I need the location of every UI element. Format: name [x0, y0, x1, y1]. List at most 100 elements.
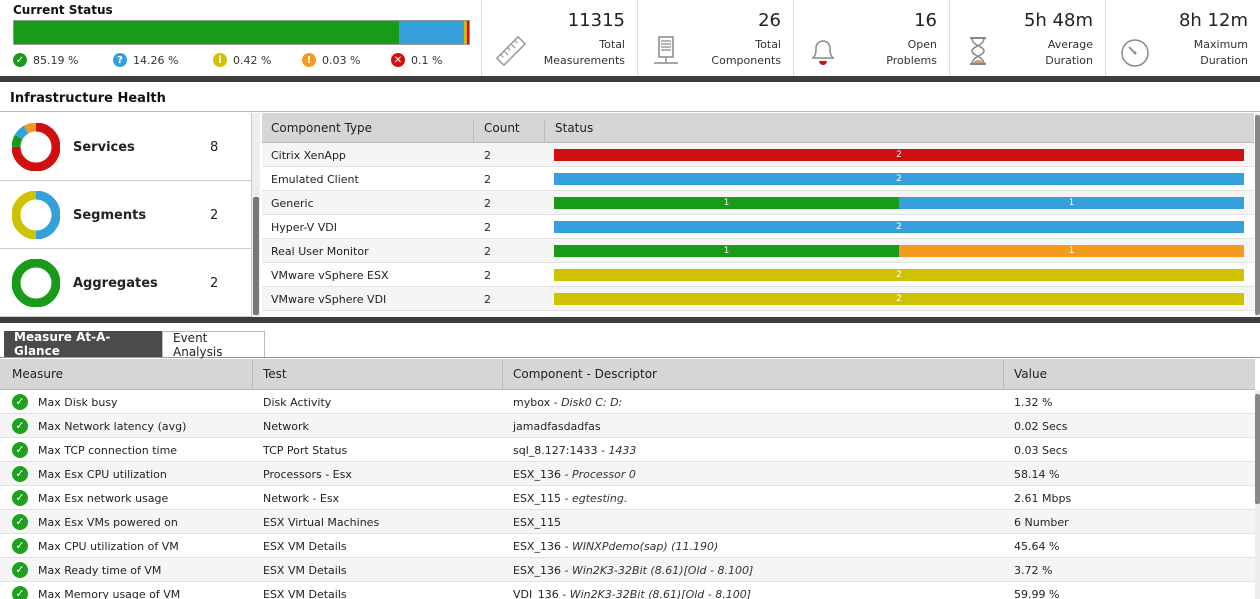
- status-legend-item[interactable]: ✓ 85.19 %: [13, 52, 78, 68]
- measure-cell[interactable]: Max Ready time of VM: [38, 564, 162, 577]
- status-legend-item[interactable]: i 0.42 %: [213, 52, 271, 68]
- table-row[interactable]: ✓ Max Esx VMs powered on ESX Virtual Machi…: [0, 510, 1255, 534]
- component-name: ESX_115: [513, 516, 561, 529]
- component-name: ESX_115: [513, 492, 561, 505]
- descriptor-name: 1433: [608, 444, 637, 457]
- stat-problems-2[interactable]: 16 Open Problems: [794, 0, 950, 76]
- stat-label: Open Problems: [837, 37, 937, 69]
- table-row[interactable]: Real User Monitor 2 1 1: [262, 239, 1254, 263]
- header-status[interactable]: Status: [555, 121, 594, 135]
- status-bar-segment-info[interactable]: [463, 21, 466, 44]
- status-bar-segment-warning[interactable]: [465, 21, 468, 44]
- status-distribution-bar[interactable]: [13, 20, 470, 45]
- tab-event-analysis[interactable]: Event Analysis: [162, 331, 265, 359]
- header-component-descriptor[interactable]: Component - Descriptor: [513, 367, 657, 381]
- tab-strip: Measure At-A-Glance Event Analysis: [0, 325, 1260, 359]
- table-row[interactable]: ✓ Max Disk busy Disk Activity mybox - Disk0…: [0, 390, 1255, 414]
- header-test[interactable]: Test: [263, 367, 287, 381]
- measure-table-scrollbar[interactable]: [1255, 390, 1260, 599]
- component-name: jamadfasdadfas: [513, 420, 601, 433]
- table-row[interactable]: ✓ Max Memory usage of VM ESX VM Details VDI…: [0, 582, 1255, 599]
- check-circle-icon: ✓: [12, 490, 28, 506]
- measure-table-scrollbar-thumb[interactable]: [1255, 394, 1260, 504]
- measure-cell[interactable]: Max TCP connection time: [38, 444, 178, 457]
- cards-scrollbar[interactable]: [252, 113, 260, 317]
- measure-cell[interactable]: Max Esx VMs powered on: [38, 516, 178, 529]
- table-row[interactable]: VMware vSphere ESX 2 2: [262, 263, 1254, 287]
- status-legend: ✓ 85.19 % ? 14.26 % i 0.42 % ! 0.03 % ✕ 0.1 %: [13, 52, 473, 68]
- status-bar-segment[interactable]: 2: [554, 269, 1244, 281]
- tab-measure-at-a-glance[interactable]: Measure At-A-Glance: [4, 330, 162, 358]
- component-type-cell: Generic: [271, 197, 314, 210]
- cards-scrollbar-thumb[interactable]: [253, 197, 259, 315]
- infrastructure-summary-cards: Services 8 Segments 2 Aggregates 2: [0, 113, 252, 317]
- component-descriptor-cell: sql_8.127:1433 - 1433: [513, 444, 636, 457]
- status-bar-segment-normal[interactable]: [14, 21, 400, 44]
- status-bar-segment[interactable]: 1: [899, 245, 1244, 257]
- header-measure[interactable]: Measure: [12, 367, 63, 381]
- component-type-cell: Real User Monitor: [271, 245, 369, 258]
- measure-cell[interactable]: Max Esx network usage: [38, 492, 169, 505]
- component-table-scrollbar-thumb[interactable]: [1255, 115, 1260, 315]
- card-services[interactable]: Services 8: [0, 113, 252, 181]
- table-row[interactable]: Hyper-V VDI 2 2: [262, 215, 1254, 239]
- table-row[interactable]: VMware vSphere VDI 2 2: [262, 287, 1254, 311]
- status-bar-segment[interactable]: 1: [554, 197, 899, 209]
- component-status-bar[interactable]: 2: [554, 149, 1244, 161]
- measure-cell[interactable]: Max Disk busy: [38, 396, 118, 409]
- status-legend-label: 0.03 %: [322, 53, 361, 67]
- table-row[interactable]: ✓ Max TCP connection time TCP Port Status s…: [0, 438, 1255, 462]
- column-divider: [1003, 359, 1004, 390]
- current-status-title: Current Status: [13, 3, 113, 17]
- test-cell: Network - Esx: [263, 492, 340, 505]
- component-table-scrollbar[interactable]: [1255, 113, 1260, 317]
- component-status-bar[interactable]: 2: [554, 269, 1244, 281]
- status-bar-segment[interactable]: 2: [554, 293, 1244, 305]
- component-status-bar[interactable]: 2: [554, 173, 1244, 185]
- header-component-type[interactable]: Component Type: [271, 121, 373, 135]
- status-bar-segment[interactable]: 1: [899, 197, 1244, 209]
- stat-measurements-0[interactable]: 11315 Total Measurements: [482, 0, 638, 76]
- component-name: mybox: [513, 396, 551, 409]
- table-row[interactable]: Emulated Client 2 2: [262, 167, 1254, 191]
- table-row[interactable]: ✓ Max Network latency (avg) Network jamadfa…: [0, 414, 1255, 438]
- status-bar-segment-unknown[interactable]: [399, 21, 464, 44]
- measure-cell[interactable]: Max Esx CPU utilization: [38, 468, 167, 481]
- header-count[interactable]: Count: [484, 121, 520, 135]
- stat-duration-4[interactable]: 8h 12m Maximum Duration: [1106, 0, 1260, 76]
- table-row[interactable]: Citrix XenApp 2 2: [262, 143, 1254, 167]
- component-count-cell: 2: [484, 221, 491, 234]
- component-count-cell: 2: [484, 149, 491, 162]
- measure-cell[interactable]: Max Memory usage of VM: [38, 588, 181, 599]
- table-row[interactable]: ✓ Max CPU utilization of VM ESX VM Details…: [0, 534, 1255, 558]
- check-circle-icon: ✓: [12, 418, 28, 434]
- status-bar-segment[interactable]: 2: [554, 173, 1244, 185]
- status-legend-item[interactable]: ? 14.26 %: [113, 52, 178, 68]
- bell-icon: [806, 34, 840, 68]
- status-legend-item[interactable]: ! 0.03 %: [302, 52, 360, 68]
- status-bar-segment-critical[interactable]: [467, 21, 469, 44]
- column-divider: [473, 121, 474, 151]
- header-value[interactable]: Value: [1014, 367, 1047, 381]
- measure-cell[interactable]: Max CPU utilization of VM: [38, 540, 179, 553]
- stat-label-line-2: Problems: [886, 54, 937, 67]
- component-status-bar[interactable]: 2: [554, 221, 1244, 233]
- infrastructure-title-rule: [0, 111, 1260, 112]
- hourglass-icon: [962, 34, 996, 68]
- status-bar-segment[interactable]: 1: [554, 245, 899, 257]
- component-status-bar[interactable]: 2: [554, 293, 1244, 305]
- status-legend-item[interactable]: ✕ 0.1 %: [391, 52, 442, 68]
- table-row[interactable]: ✓ Max Esx network usage Network - Esx ESX_1…: [0, 486, 1255, 510]
- stat-components-1[interactable]: 26 Total Components: [638, 0, 794, 76]
- table-row[interactable]: ✓ Max Esx CPU utilization Processors - Esx…: [0, 462, 1255, 486]
- card-segments[interactable]: Segments 2: [0, 181, 252, 249]
- status-bar-segment[interactable]: 2: [554, 221, 1244, 233]
- stat-duration-3[interactable]: 5h 48m Average Duration: [950, 0, 1106, 76]
- table-row[interactable]: Generic 2 1 1: [262, 191, 1254, 215]
- status-bar-segment[interactable]: 2: [554, 149, 1244, 161]
- measure-cell[interactable]: Max Network latency (avg): [38, 420, 187, 433]
- card-aggregates[interactable]: Aggregates 2: [0, 249, 252, 317]
- table-row[interactable]: ✓ Max Ready time of VM ESX VM Details ESX_1…: [0, 558, 1255, 582]
